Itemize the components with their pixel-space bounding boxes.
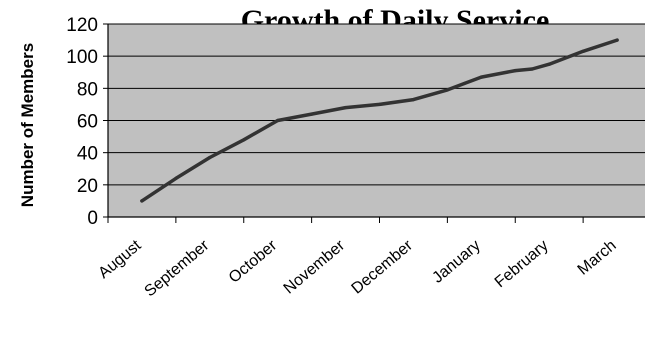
- x-tick-label: September: [142, 237, 213, 301]
- data-point: [411, 98, 415, 102]
- series-layer: [140, 38, 619, 203]
- y-tick-label: 60: [77, 112, 98, 133]
- y-tick-label: 0: [87, 208, 98, 229]
- data-point: [344, 106, 348, 110]
- y-tick-label: 100: [66, 47, 98, 68]
- x-tick-label: October: [226, 237, 281, 287]
- data-point: [140, 199, 144, 203]
- x-tick-label: January: [429, 237, 484, 287]
- y-tick-label: 80: [77, 79, 98, 100]
- data-point: [310, 112, 314, 116]
- data-point: [377, 102, 382, 106]
- x-tick-label: March: [575, 237, 620, 279]
- x-tick-label: August: [95, 237, 145, 282]
- data-point: [615, 38, 619, 42]
- data-point: [513, 69, 517, 73]
- data-point: [530, 67, 534, 71]
- data-point: [479, 75, 483, 79]
- data-point: [242, 138, 246, 142]
- data-point: [445, 88, 449, 92]
- data-point: [208, 155, 212, 160]
- y-tick-label: 20: [77, 176, 98, 197]
- y-tick-label: 40: [77, 144, 98, 165]
- data-point: [276, 118, 280, 123]
- x-tick-label: February: [492, 237, 552, 291]
- x-tick-label: December: [349, 237, 417, 298]
- x-tick-label: November: [281, 237, 349, 298]
- y-axis-ticks: 0 20 40 60 80 100 120: [66, 15, 108, 229]
- y-axis-label: Number of Members: [18, 43, 37, 207]
- data-point: [462, 81, 466, 86]
- data-point: [581, 49, 585, 53]
- data-point: [174, 176, 178, 180]
- gridlines: [108, 23, 645, 186]
- data-point: [547, 62, 551, 66]
- y-tick-label: 120: [66, 15, 98, 36]
